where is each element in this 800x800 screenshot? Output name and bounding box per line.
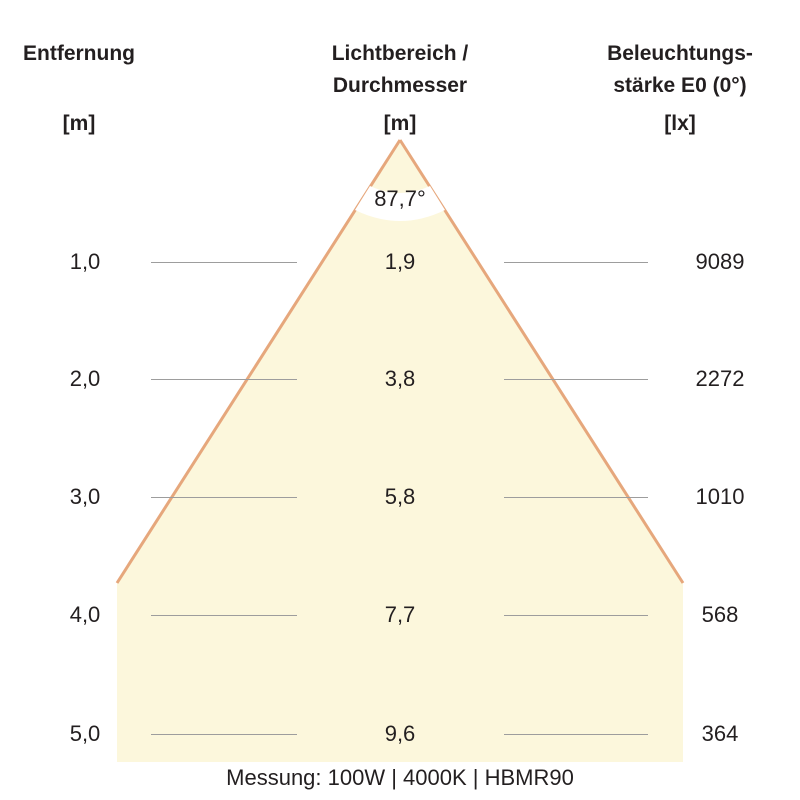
beam-edge-left	[115, 139, 402, 584]
beam-angle-label: 87,7°	[374, 186, 426, 211]
illuminance-value: 1010	[695, 484, 745, 509]
row-rule-right	[504, 615, 648, 616]
row-rule-left	[151, 497, 297, 498]
row-rule-right	[504, 734, 648, 735]
illuminance-value: 364	[701, 721, 739, 746]
distance-value: 1,0	[69, 249, 101, 274]
diameter-value: 5,8	[384, 484, 416, 509]
illuminance-header-title-line1: Beleuchtungs-	[607, 42, 753, 65]
row-rule-left	[151, 379, 297, 380]
distance-column-header: Entfernung [m]	[14, 38, 144, 140]
distance-header-unit: [m]	[62, 112, 96, 135]
row-rule-right	[504, 262, 648, 263]
diameter-header-title-line1: Lichtbereich /	[331, 42, 469, 65]
diameter-value: 3,8	[384, 366, 416, 391]
distance-value: 4,0	[69, 602, 101, 627]
row-rule-left	[151, 262, 297, 263]
diameter-value: 7,7	[384, 602, 416, 627]
illuminance-column-header: Beleuchtungs- stärke E0 (0°) [lx]	[585, 38, 775, 140]
distance-value: 2,0	[69, 366, 101, 391]
distance-value: 5,0	[69, 721, 101, 746]
illuminance-value: 2272	[695, 366, 745, 391]
table-row: 4,0 7,7 568	[0, 600, 800, 630]
row-rule-right	[504, 379, 648, 380]
table-row: 5,0 9,6 364	[0, 719, 800, 749]
diameter-value: 9,6	[384, 721, 416, 746]
distance-header-title: Entfernung	[23, 42, 135, 65]
row-rule-right	[504, 497, 648, 498]
table-row: 3,0 5,8 1010	[0, 482, 800, 512]
row-rule-left	[151, 615, 297, 616]
illuminance-header-unit: [lx]	[664, 112, 696, 135]
table-row: 2,0 3,8 2272	[0, 364, 800, 394]
beam-angle-label-bg	[355, 186, 445, 221]
distance-value: 3,0	[69, 484, 101, 509]
measurement-footer: Messung: 100W | 4000K | HBMR90	[226, 765, 574, 790]
illuminance-header-title-line2: stärke E0 (0°)	[613, 74, 747, 97]
diameter-column-header: Lichtbereich / Durchmesser [m]	[290, 38, 510, 140]
illuminance-value: 568	[701, 602, 739, 627]
row-rule-left	[151, 734, 297, 735]
illuminance-value: 9089	[695, 249, 745, 274]
diameter-header-title-line2: Durchmesser	[332, 74, 468, 97]
beam-edge-right	[398, 139, 685, 584]
beam-fill	[117, 140, 683, 762]
table-row: 1,0 1,9 9089	[0, 247, 800, 277]
diameter-header-unit: [m]	[383, 112, 417, 135]
diameter-value: 1,9	[384, 249, 416, 274]
